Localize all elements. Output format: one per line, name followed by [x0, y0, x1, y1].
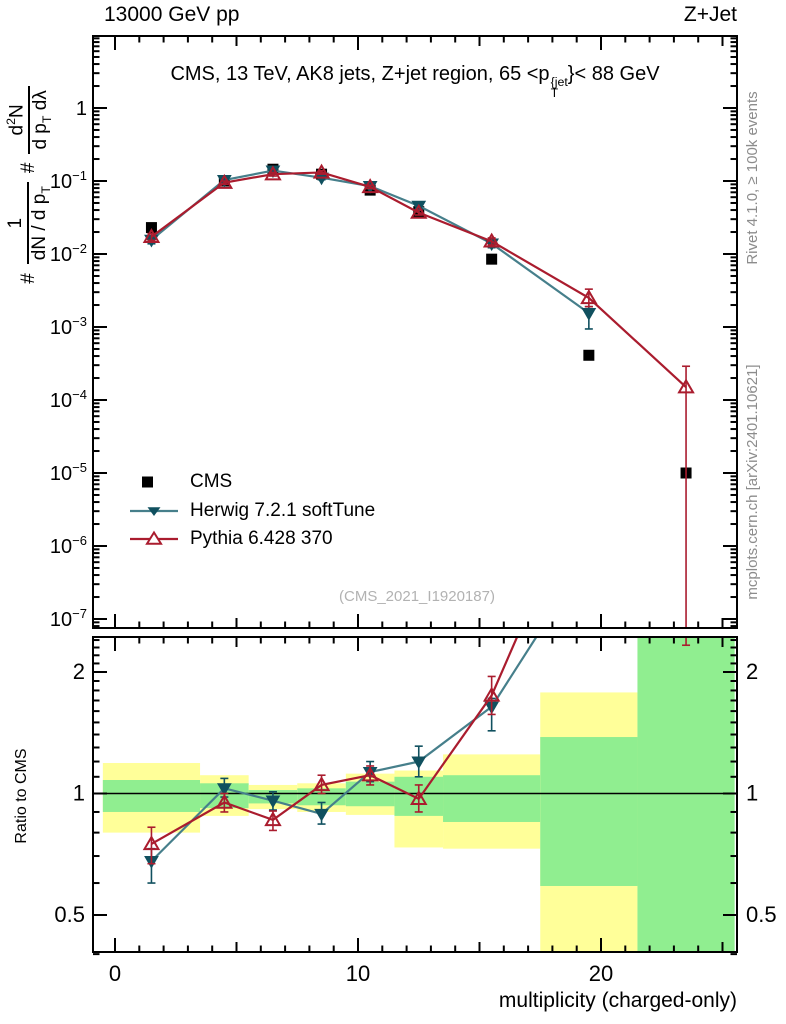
legend-label-pythia: Pythia 6.428 370	[190, 528, 333, 550]
ratio-panel-frame	[92, 636, 738, 953]
svg-text:10−7: 10−7	[50, 606, 87, 631]
legend-label-herwig: Herwig 7.2.1 softTune	[190, 499, 376, 521]
ylabel-fraction-1: 1 dN / d pT	[5, 182, 53, 265]
svg-text:10−3: 10−3	[50, 314, 87, 339]
header-process: Z+Jet	[683, 3, 737, 26]
plot-title-text: CMS, 13 TeV, AK8 jets, Z+jet region, 65 …	[170, 63, 550, 85]
svg-text:1: 1	[746, 781, 758, 806]
main-y-axis-label: # 1 dN / d pT # d2N d pT dλ	[4, 28, 55, 342]
main-panel-frame	[92, 35, 738, 629]
svg-text:10−4: 10−4	[50, 387, 87, 412]
legend: CMS Herwig 7.2.1 softTune Pythia 6.428 3…	[128, 468, 375, 554]
hash-symbol: #	[18, 273, 40, 284]
legend-label-cms: CMS	[190, 471, 233, 493]
legend-item-pythia: Pythia 6.428 370	[128, 525, 375, 554]
herwig-triangle-icon	[130, 506, 178, 516]
svg-text:2: 2	[73, 659, 85, 684]
analysis-id-watermark: (CMS_2021_I1920187)	[339, 588, 495, 605]
legend-item-cms: CMS	[128, 468, 375, 497]
svg-text:0.5: 0.5	[54, 902, 85, 927]
tick-labels: 110−110−210−310−410−510−610−70.5 0.51 12 20…	[50, 98, 777, 986]
band-green	[102, 780, 201, 812]
svg-text:10−2: 10−2	[50, 241, 87, 266]
svg-text:0.5: 0.5	[746, 902, 777, 927]
svg-text:10−5: 10−5	[50, 460, 87, 485]
svg-text:10−1: 10−1	[50, 168, 87, 193]
band-green	[540, 737, 638, 886]
ylabel-fraction-2: d2N d pT dλ	[4, 86, 55, 154]
pythia-triangle-icon	[130, 530, 178, 545]
plot-title: CMS, 13 TeV, AK8 jets, Z+jet region, 65 …	[170, 63, 660, 100]
ratio-series	[142, 638, 691, 884]
cms-square-icon	[142, 476, 153, 488]
svg-text:0: 0	[109, 961, 121, 986]
svg-text:10: 10	[346, 961, 370, 986]
svg-text:10−6: 10−6	[50, 533, 87, 558]
svg-text:1: 1	[76, 98, 87, 120]
pt-jet-superscript: {jet T	[550, 75, 568, 100]
main-series	[142, 163, 695, 627]
rivet-version-text: Rivet 4.1.0, ≥ 100k events	[744, 91, 761, 265]
ratio-y-axis-label: Ratio to CMS	[13, 748, 30, 844]
band-green	[443, 775, 541, 822]
header-beam-energy: 13000 GeV pp	[104, 3, 240, 26]
band-green	[637, 638, 735, 951]
x-axis-label: multiplicity (charged-only)	[498, 989, 737, 1012]
mcplots-citation-text: mcplots.cern.ch [arXiv:2401.10621]	[744, 364, 761, 600]
svg-text:2: 2	[746, 659, 758, 684]
herwig-ratio-line	[150, 638, 537, 862]
legend-item-herwig: Herwig 7.2.1 softTune	[128, 497, 375, 526]
axis-ticks	[93, 36, 737, 956]
svg-text:20: 20	[589, 961, 613, 986]
svg-text:1: 1	[73, 781, 85, 806]
hash-symbol: #	[18, 162, 40, 174]
